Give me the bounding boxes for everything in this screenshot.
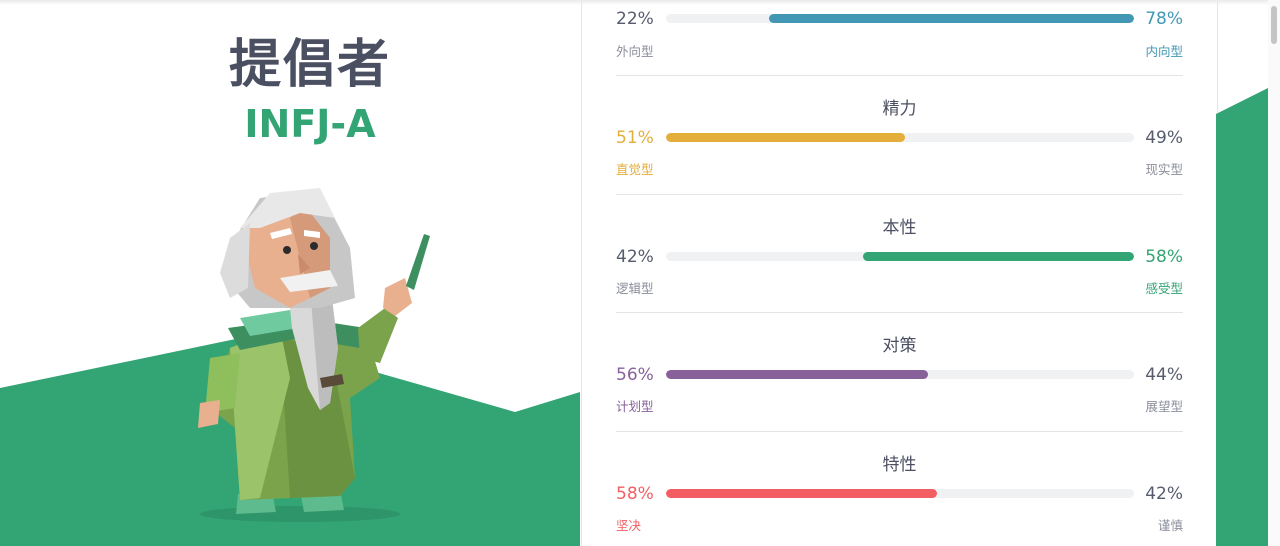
trait-right-label: 展望型 [1145, 399, 1183, 414]
trait-row-energy: 精力 51% 49% 直觉型 现实型 [616, 94, 1183, 184]
trait-divider [616, 431, 1183, 432]
trait-bar-fill [862, 252, 1134, 261]
trait-divider [616, 312, 1183, 313]
trait-left-label: 坚决 [616, 518, 642, 533]
trait-row-nature: 本性 42% 58% 逻辑型 感受型 [616, 213, 1183, 303]
trait-right-percent: 58% [1145, 247, 1183, 267]
trait-row-mind: 22% 78% 外向型 内向型 [616, 8, 1183, 68]
trait-right-label: 现实型 [1145, 162, 1183, 177]
right-decor-panel [1216, 0, 1280, 546]
advocate-character-illustration [198, 188, 430, 522]
scrollbar-thumb[interactable] [1271, 6, 1277, 44]
trait-bar-fill [666, 133, 905, 142]
trait-right-label: 内向型 [1145, 44, 1183, 59]
page-scrollbar[interactable] [1268, 0, 1280, 546]
trait-bar-fill [768, 14, 1134, 23]
personality-hero-panel: 提倡者 INFJ-A [0, 0, 580, 546]
trait-right-label: 谨慎 [1157, 518, 1183, 533]
trait-bar-fill [666, 370, 929, 379]
trait-left-label: 直觉型 [616, 162, 654, 177]
personality-type-title: 提倡者 [228, 35, 391, 95]
trait-right-percent: 78% [1145, 9, 1183, 29]
trait-right-percent: 42% [1145, 484, 1183, 504]
trait-bar-track [666, 252, 1134, 261]
trait-name: 精力 [882, 99, 917, 119]
trait-left-percent: 56% [616, 365, 654, 385]
trait-row-identity: 特性 58% 42% 坚决 谨慎 [616, 450, 1183, 540]
trait-bar-track [666, 14, 1134, 23]
trait-bar-track [666, 489, 1134, 498]
trait-left-percent: 58% [616, 484, 654, 504]
trait-left-label: 外向型 [616, 44, 654, 59]
trait-bar-track [666, 370, 1134, 379]
trait-right-percent: 44% [1145, 365, 1183, 385]
trait-left-label: 逻辑型 [616, 281, 654, 296]
trait-left-percent: 22% [616, 9, 654, 29]
right-decor-shape [1216, 82, 1280, 546]
personality-type-code: INFJ-A [244, 102, 376, 146]
trait-right-percent: 49% [1145, 128, 1183, 148]
trait-divider [616, 194, 1183, 195]
trait-right-label: 感受型 [1145, 281, 1183, 296]
trait-name: 特性 [882, 455, 917, 475]
trait-left-percent: 51% [616, 128, 654, 148]
trait-name: 本性 [882, 218, 917, 238]
trait-left-percent: 42% [616, 247, 654, 267]
trait-bar-track [666, 133, 1134, 142]
trait-divider [616, 75, 1183, 76]
trait-row-tactics: 对策 56% 44% 计划型 展望型 [616, 331, 1183, 421]
trait-name: 对策 [882, 336, 917, 356]
trait-bar-fill [666, 489, 938, 498]
header-shadow [0, 0, 1280, 5]
trait-left-label: 计划型 [616, 399, 654, 414]
traits-card: 22% 78% 外向型 内向型 精力 51% 49% 直觉型 现实型 本性 42… [581, 0, 1218, 546]
